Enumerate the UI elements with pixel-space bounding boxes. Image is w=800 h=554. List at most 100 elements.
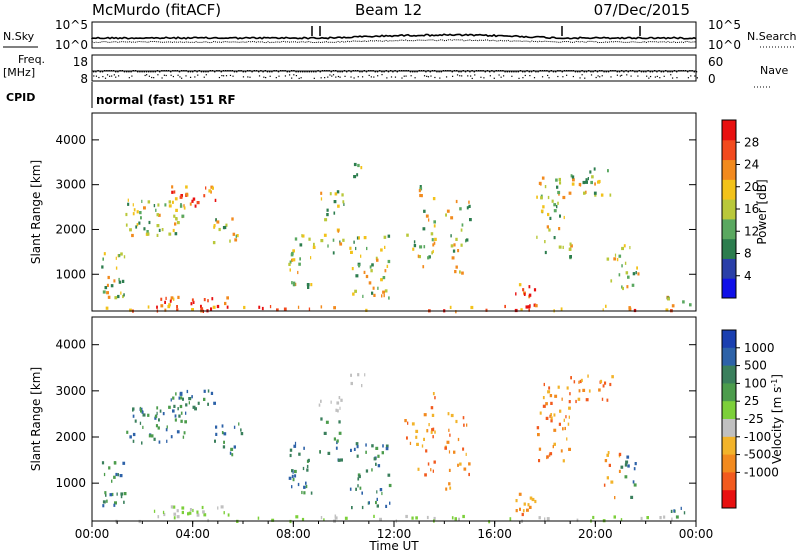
heatmap-cell <box>550 416 553 420</box>
frequency-trace <box>92 70 698 80</box>
colorbar-tick-label: 500 <box>744 359 767 373</box>
heatmap-cell <box>162 412 165 416</box>
freq-dot <box>623 71 625 73</box>
freq-dot <box>308 71 310 73</box>
heatmap-cell <box>231 453 234 457</box>
freq-dot <box>128 71 130 73</box>
heatmap-cell <box>450 413 454 418</box>
heatmap-cell <box>406 233 409 237</box>
station-title: McMurdo (fitACF) <box>92 1 221 19</box>
heatmap-cell <box>190 302 193 306</box>
heatmap-cell <box>305 481 307 485</box>
freq-dot <box>414 71 416 73</box>
heatmap-cell <box>605 304 607 308</box>
heatmap-cell <box>659 516 662 520</box>
heatmap-cell <box>627 464 630 468</box>
heatmap-cell <box>405 514 408 519</box>
heatmap-cell <box>356 173 359 177</box>
nave-dot <box>177 74 179 76</box>
heatmap-cell <box>303 491 306 495</box>
heatmap-cell <box>459 207 462 211</box>
heatmap-cell <box>504 304 506 309</box>
heatmap-cell <box>548 386 551 390</box>
freq-dot <box>361 71 363 73</box>
heatmap-cell <box>179 195 183 199</box>
heatmap-cell <box>613 515 616 519</box>
heatmap-cell <box>155 424 158 428</box>
heatmap-cell <box>466 423 468 427</box>
heatmap-cell <box>432 427 435 431</box>
heatmap-cell <box>174 418 177 422</box>
freq-dot <box>350 71 352 73</box>
freq-dot <box>464 71 467 73</box>
heatmap-cell <box>627 275 630 279</box>
heatmap-cell <box>132 408 134 412</box>
heatmap-cell <box>538 516 541 520</box>
heatmap-cell <box>354 289 357 293</box>
nave-dot <box>93 75 95 77</box>
heatmap-cell <box>413 244 417 248</box>
freq-tick-bottom: 8 <box>80 72 88 86</box>
nave-dot <box>370 76 372 78</box>
freq-dot <box>555 71 557 73</box>
heatmap-cell <box>618 469 621 473</box>
heatmap-cell <box>213 225 216 229</box>
freq-dot <box>99 71 101 73</box>
heatmap-cell <box>129 435 132 439</box>
heatmap-cell <box>602 384 605 388</box>
heatmap-cell <box>542 205 545 209</box>
heatmap-cell <box>606 257 610 261</box>
heatmap-cell <box>102 500 106 504</box>
heatmap-cell <box>608 463 611 467</box>
nave-dot <box>524 74 526 77</box>
heatmap-cell <box>146 232 150 236</box>
heatmap-cell <box>434 237 437 241</box>
heatmap-cell <box>313 242 315 246</box>
heatmap-cell <box>461 271 464 275</box>
nave-dot <box>489 75 491 77</box>
heatmap-cell <box>214 439 216 443</box>
heatmap-cell <box>432 243 435 247</box>
heatmap-cell <box>276 308 279 312</box>
heatmap-cell <box>127 202 130 206</box>
heatmap-cell <box>455 310 457 314</box>
colorbar-tick-label: 1000 <box>744 341 775 355</box>
nave-dot <box>566 74 568 76</box>
heatmap-cell <box>455 419 458 424</box>
heatmap-cell <box>563 418 565 422</box>
heatmap-cell <box>411 516 414 520</box>
heatmap-cell <box>667 297 670 301</box>
heatmap-cell <box>170 296 174 300</box>
freq-dot <box>141 71 143 73</box>
nave-dot <box>117 75 120 77</box>
heatmap-cell <box>333 211 336 215</box>
heatmap-cell <box>350 381 353 386</box>
heatmap-cell <box>132 212 135 216</box>
heatmap-cell <box>155 208 157 212</box>
heatmap-cell <box>620 465 624 469</box>
heatmap-cell <box>122 461 126 465</box>
nave-dot <box>170 74 172 76</box>
heatmap-cell <box>376 258 379 262</box>
heatmap-cell <box>565 415 567 419</box>
heatmap-cell <box>601 397 604 401</box>
heatmap-cell <box>368 501 370 505</box>
heatmap-cell <box>310 256 312 260</box>
heatmap-cell <box>291 258 294 262</box>
heatmap-cell <box>238 422 240 426</box>
nave-dot <box>104 77 107 79</box>
nave-dot <box>288 74 291 76</box>
freq-dot <box>416 71 418 73</box>
freq-dot <box>381 71 383 73</box>
heatmap-cell <box>626 285 629 289</box>
heatmap-cell <box>546 455 548 460</box>
nave-dot <box>225 75 228 77</box>
heatmap-cell <box>181 510 184 515</box>
nave-dot <box>332 74 335 76</box>
freq-dot <box>297 71 299 73</box>
heatmap-cell <box>373 293 376 297</box>
heatmap-cell <box>577 397 581 401</box>
heatmap-cell <box>179 204 183 208</box>
heatmap-cell <box>164 300 166 304</box>
heatmap-cell <box>365 308 368 312</box>
